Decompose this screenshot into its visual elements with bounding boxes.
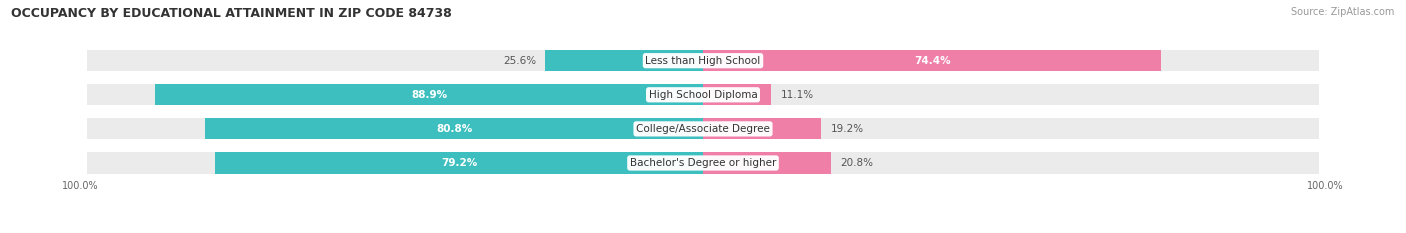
Bar	[703, 152, 831, 174]
Text: High School Diploma: High School Diploma	[648, 90, 758, 100]
Text: Less than High School: Less than High School	[645, 56, 761, 66]
Bar	[546, 50, 703, 71]
Bar	[87, 118, 1319, 140]
Text: 74.4%: 74.4%	[914, 56, 950, 66]
Text: OCCUPANCY BY EDUCATIONAL ATTAINMENT IN ZIP CODE 84738: OCCUPANCY BY EDUCATIONAL ATTAINMENT IN Z…	[11, 7, 451, 20]
Bar	[703, 84, 772, 105]
Bar	[87, 152, 1319, 174]
Bar	[156, 84, 703, 105]
Text: 20.8%: 20.8%	[841, 158, 873, 168]
Text: 80.8%: 80.8%	[436, 124, 472, 134]
Text: Bachelor's Degree or higher: Bachelor's Degree or higher	[630, 158, 776, 168]
Bar	[205, 118, 703, 140]
Bar	[703, 50, 1161, 71]
Bar	[703, 118, 821, 140]
Text: 11.1%: 11.1%	[780, 90, 814, 100]
Bar	[215, 152, 703, 174]
Text: 19.2%: 19.2%	[831, 124, 863, 134]
Text: 100.0%: 100.0%	[62, 181, 98, 191]
Bar	[87, 50, 1319, 71]
Text: 88.9%: 88.9%	[411, 90, 447, 100]
Text: Source: ZipAtlas.com: Source: ZipAtlas.com	[1291, 7, 1395, 17]
Text: 25.6%: 25.6%	[503, 56, 536, 66]
Text: 100.0%: 100.0%	[1308, 181, 1344, 191]
Bar	[87, 84, 1319, 105]
Text: 79.2%: 79.2%	[441, 158, 477, 168]
Text: College/Associate Degree: College/Associate Degree	[636, 124, 770, 134]
